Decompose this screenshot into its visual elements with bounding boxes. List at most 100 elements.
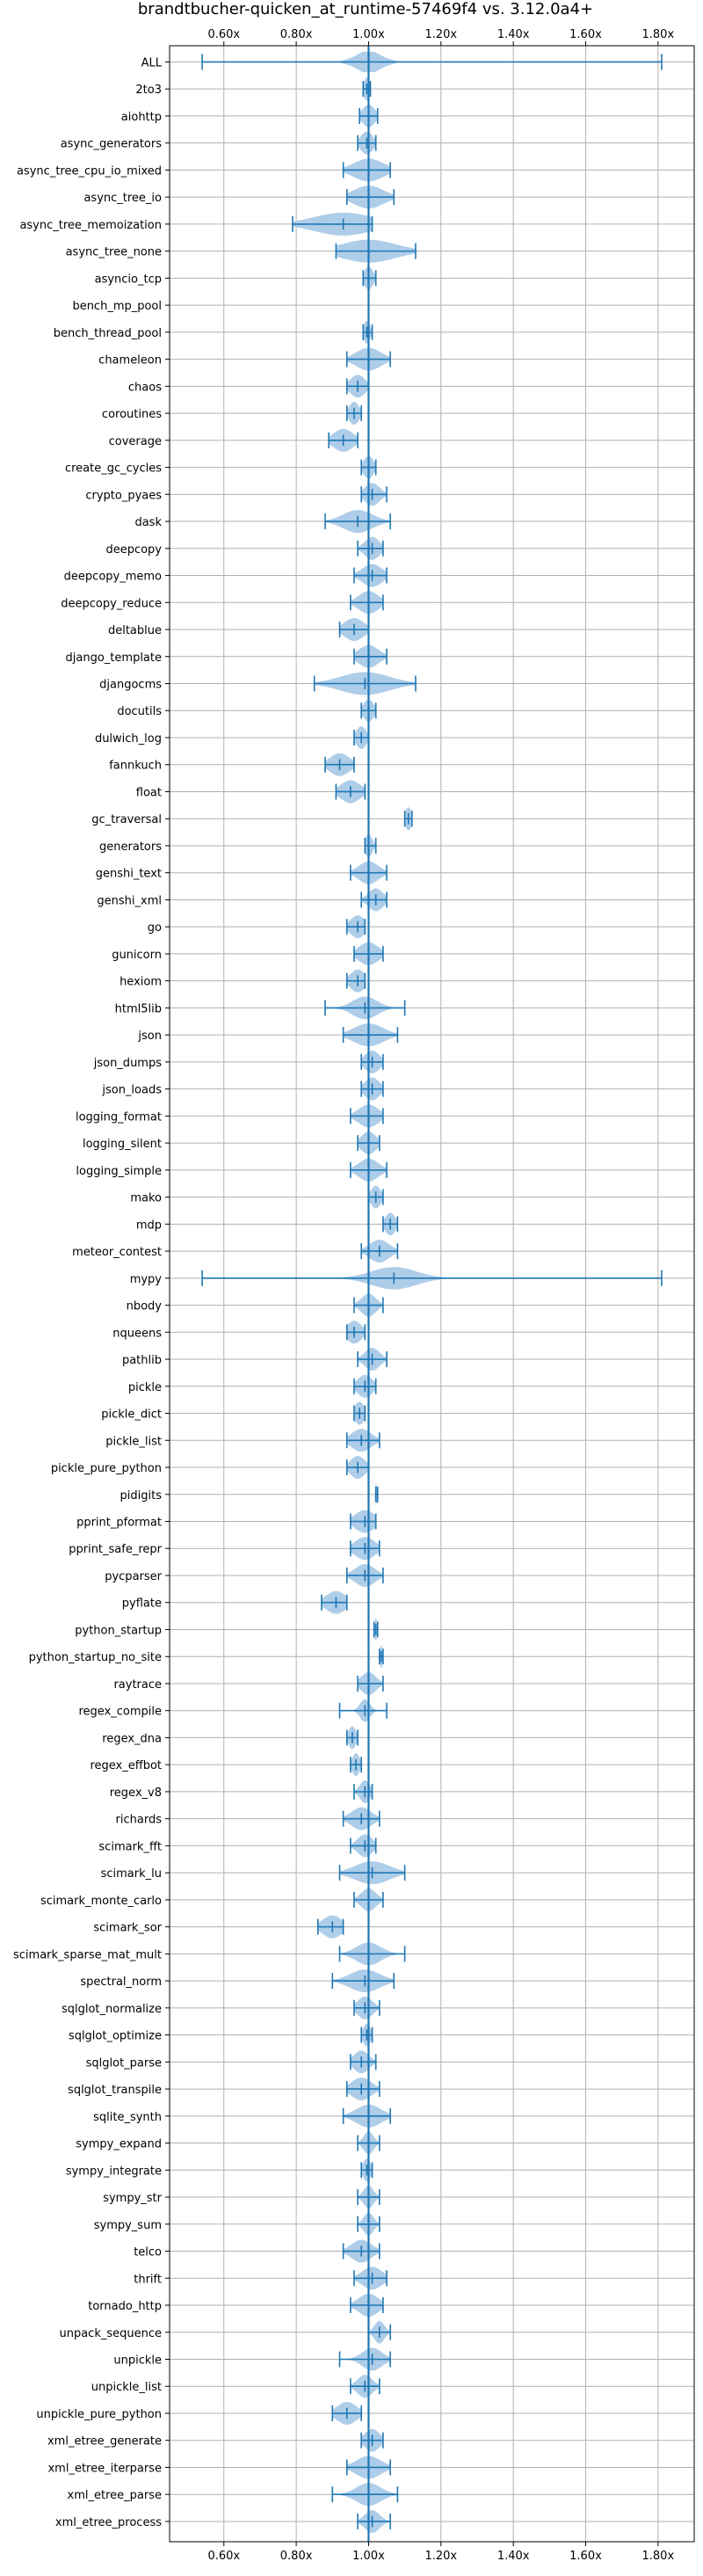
violin-async-tree-memoization bbox=[292, 212, 373, 236]
violin-unpickle bbox=[338, 2347, 391, 2371]
violin-unpickle-list bbox=[350, 2375, 380, 2398]
x-tick-label-bottom: 1.60x bbox=[569, 2550, 602, 2563]
benchmark-label: chaos bbox=[128, 381, 162, 394]
violin-fannkuch bbox=[324, 753, 355, 776]
benchmark-label: deltablue bbox=[108, 624, 162, 637]
x-tick-label-bottom: 1.20x bbox=[424, 2550, 457, 2563]
benchmark-label: pprint_pformat bbox=[76, 1516, 162, 1529]
violin-gc-traversal bbox=[403, 807, 413, 831]
benchmark-label: mypy bbox=[130, 1273, 163, 1286]
benchmark-label: sqlglot_parse bbox=[86, 2056, 162, 2070]
benchmark-label: pickle_list bbox=[105, 1435, 162, 1448]
benchmark-label: nqueens bbox=[112, 1327, 162, 1340]
benchmark-label: scimark_sor bbox=[93, 1922, 162, 1935]
benchmark-label: mako bbox=[130, 1192, 162, 1205]
benchmark-label: 2to3 bbox=[135, 84, 162, 97]
x-tick-label-bottom: 0.60x bbox=[207, 2550, 240, 2563]
benchmark-label: logging_simple bbox=[76, 1165, 162, 1178]
benchmark-label: fannkuch bbox=[109, 760, 162, 773]
violin-ALL bbox=[201, 51, 663, 73]
violin-scimark-sparse-mat-mult bbox=[338, 1942, 406, 1966]
benchmark-label: pickle_dict bbox=[101, 1408, 162, 1422]
violin-sqlglot-parse bbox=[350, 2050, 377, 2074]
violin-deepcopy-reduce bbox=[350, 591, 384, 615]
benchmark-label: html5lib bbox=[115, 1002, 162, 1015]
violin-pickle-pure-python bbox=[345, 1456, 370, 1479]
violin-logging-format bbox=[350, 1104, 384, 1128]
benchmark-label: djangocms bbox=[99, 679, 162, 692]
violin-djangocms bbox=[313, 672, 417, 695]
benchmark-label: xml_etree_process bbox=[55, 2516, 162, 2529]
violin-xml-etree-generate bbox=[360, 2428, 384, 2452]
violin-coroutines bbox=[345, 402, 363, 426]
benchmark-label: logging_silent bbox=[83, 1138, 162, 1151]
benchmark-label: thrift bbox=[134, 2273, 162, 2286]
violin-sympy-integrate bbox=[360, 2158, 373, 2182]
violin-tornado-http bbox=[350, 2294, 384, 2317]
violin-genshi-xml bbox=[360, 888, 388, 912]
x-tick-label-bottom: 1.00x bbox=[352, 2550, 385, 2563]
benchmark-label: sqlite_synth bbox=[93, 2111, 162, 2124]
benchmark-label: nbody bbox=[127, 1300, 163, 1313]
benchmark-label: logging_format bbox=[76, 1110, 162, 1124]
violin-raytrace bbox=[357, 1672, 384, 1695]
x-tick-label-top: 1.40x bbox=[497, 28, 530, 41]
violin-regex-dna bbox=[345, 1726, 359, 1750]
violin-regex-compile bbox=[338, 1699, 388, 1722]
violin-scimark-fft bbox=[350, 1834, 377, 1858]
plot-frame bbox=[169, 45, 695, 2543]
violin-html5lib bbox=[324, 996, 406, 1020]
benchmark-label: scimark_sparse_mat_mult bbox=[13, 1948, 162, 1961]
benchmark-label: regex_effbot bbox=[90, 1759, 162, 1772]
benchmark-label: pidigits bbox=[120, 1489, 163, 1503]
benchmark-label: django_template bbox=[66, 651, 162, 665]
benchmark-label: python_startup bbox=[75, 1624, 162, 1637]
benchmark-label: sympy_expand bbox=[76, 2138, 162, 2151]
violin-go bbox=[345, 915, 366, 939]
benchmark-label: dulwich_log bbox=[95, 732, 162, 746]
violin-thrift bbox=[353, 2267, 388, 2290]
benchmark-label: tornado_http bbox=[88, 2300, 162, 2313]
label-layer: 0.60x 0.60x 0.80x 0.80x 1.00x 1.00x 1.20x 1.20x… bbox=[13, 28, 674, 2563]
benchmark-label: genshi_xml bbox=[97, 894, 162, 907]
violin-pprint-pformat bbox=[350, 1510, 377, 1533]
benchmark-label: async_tree_cpu_io_mixed bbox=[17, 164, 162, 178]
violin-scimark-sor bbox=[317, 1915, 344, 1939]
x-tick-label-top: 1.20x bbox=[424, 28, 457, 41]
benchmark-label: richards bbox=[116, 1814, 163, 1827]
violin-mypy bbox=[201, 1267, 663, 1290]
benchmark-label: gunicorn bbox=[112, 949, 162, 962]
benchmark-label: async_tree_memoization bbox=[19, 219, 162, 232]
violin-crypto-pyaes bbox=[360, 483, 388, 506]
violin-python-startup-no-site bbox=[378, 1645, 384, 1669]
benchmark-label: create_gc_cycles bbox=[65, 462, 162, 476]
violin-async-generators bbox=[357, 131, 377, 155]
violin-float bbox=[335, 780, 366, 804]
benchmark-label: coverage bbox=[109, 435, 162, 448]
benchmark-label: pyflate bbox=[122, 1597, 162, 1611]
benchmark-label: ALL bbox=[141, 56, 163, 69]
violin-deepcopy-memo bbox=[353, 564, 388, 587]
benchmark-label: pycparser bbox=[105, 1570, 162, 1583]
benchmark-label: async_tree_io bbox=[83, 192, 162, 205]
benchmark-label: pickle bbox=[128, 1381, 162, 1394]
benchmark-label: meteor_contest bbox=[72, 1246, 162, 1259]
benchmark-label: chameleon bbox=[98, 354, 162, 367]
benchmark-label: unpickle_pure_python bbox=[36, 2408, 162, 2421]
violin-telco bbox=[342, 2239, 380, 2263]
benchmark-label: json_dumps bbox=[93, 1057, 162, 1070]
benchmark-label: sympy_str bbox=[103, 2192, 162, 2205]
x-tick-label-top: 1.00x bbox=[352, 28, 385, 41]
violin-dask bbox=[324, 510, 391, 534]
benchmark-label: spectral_norm bbox=[80, 1976, 162, 1989]
chart-title: brandtbucher-quicken_at_runtime-57469f4 … bbox=[138, 0, 593, 18]
violin-unpack-sequence bbox=[367, 2320, 391, 2344]
violin-pickle-list bbox=[345, 1429, 380, 1452]
benchmark-label: crypto_pyaes bbox=[85, 489, 162, 502]
violin-spectral-norm bbox=[331, 1969, 395, 1993]
benchmark-label: gc_traversal bbox=[91, 813, 162, 826]
violin-pprint-safe-repr bbox=[350, 1537, 380, 1561]
benchmark-label: regex_dna bbox=[102, 1732, 162, 1745]
benchmark-label: telco bbox=[134, 2246, 162, 2259]
